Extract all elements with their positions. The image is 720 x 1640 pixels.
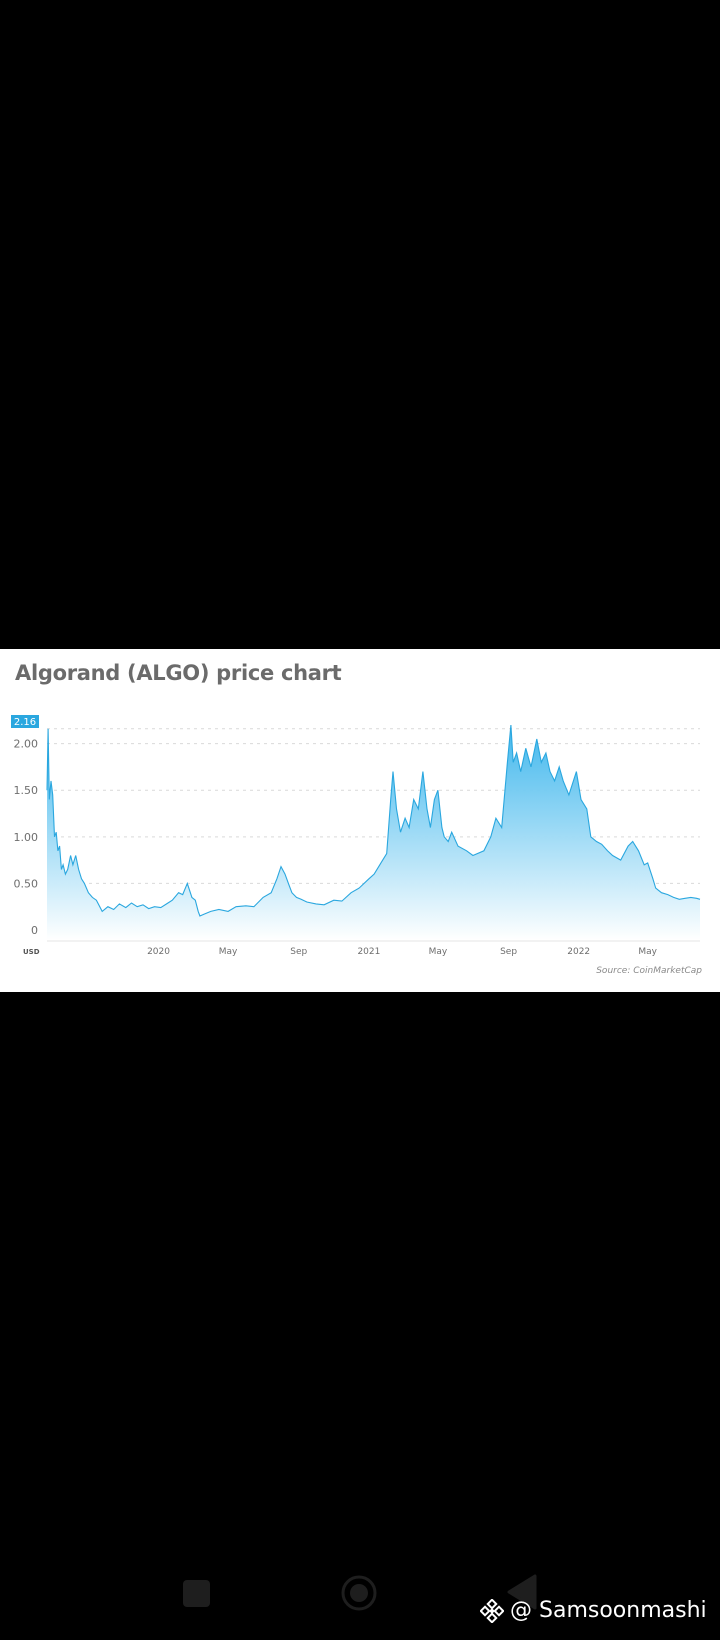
x-tick-label: 2020 [147, 947, 170, 957]
y-tick-label: 1.00 [14, 831, 39, 844]
home-button[interactable] [341, 1575, 377, 1611]
grid-lines [47, 728, 700, 942]
x-tick-label: May [638, 947, 657, 957]
android-nav-bar [0, 1560, 720, 1640]
chart-card: 0 0.50 1.00 1.50 2.00 2020 May Sep 2021 May Sep 20… [0, 649, 720, 992]
unit-label: USD [23, 948, 40, 956]
price-area [47, 725, 700, 940]
price-chart: 00.501.001.502.00 2020 May Sep 2021 May Sep 20… [11, 715, 701, 957]
x-axis-ticks: 2020 May Sep 2021 May Sep 2022 May [147, 947, 658, 957]
watermark-text: @ Samsoonmashi [510, 1598, 707, 1623]
triangle-icon [507, 1574, 537, 1610]
y-tick-label: 2.00 [14, 738, 39, 751]
chart-title: Algorand (ALGO) price chart [15, 661, 342, 685]
x-tick-label: May [429, 947, 448, 957]
watermark: @ Samsoonmashi [480, 1598, 707, 1623]
binance-logo-icon [480, 1598, 504, 1623]
source-credit: Source: CoinMarketCap [596, 966, 702, 976]
back-button[interactable] [505, 1574, 537, 1610]
y-tick-label: 0.50 [14, 877, 39, 890]
y-tick-label: 1.50 [14, 784, 39, 797]
x-tick-label: 2021 [357, 947, 380, 957]
circle-icon [341, 1575, 377, 1611]
x-tick-label: Sep [290, 947, 307, 957]
recent-apps-button[interactable] [183, 1580, 210, 1607]
current-value-badge [11, 715, 39, 728]
y-axis-ticks: 0 0.50 1.00 1.50 2.00 [14, 738, 39, 937]
price-line [46, 724, 701, 917]
x-tick-label: Sep [500, 947, 517, 957]
x-tick-label: 2022 [567, 947, 590, 957]
current-value-label: 2.16 [14, 717, 36, 728]
y-tick-label: 0 [31, 924, 38, 937]
x-tick-label: May [219, 947, 238, 957]
